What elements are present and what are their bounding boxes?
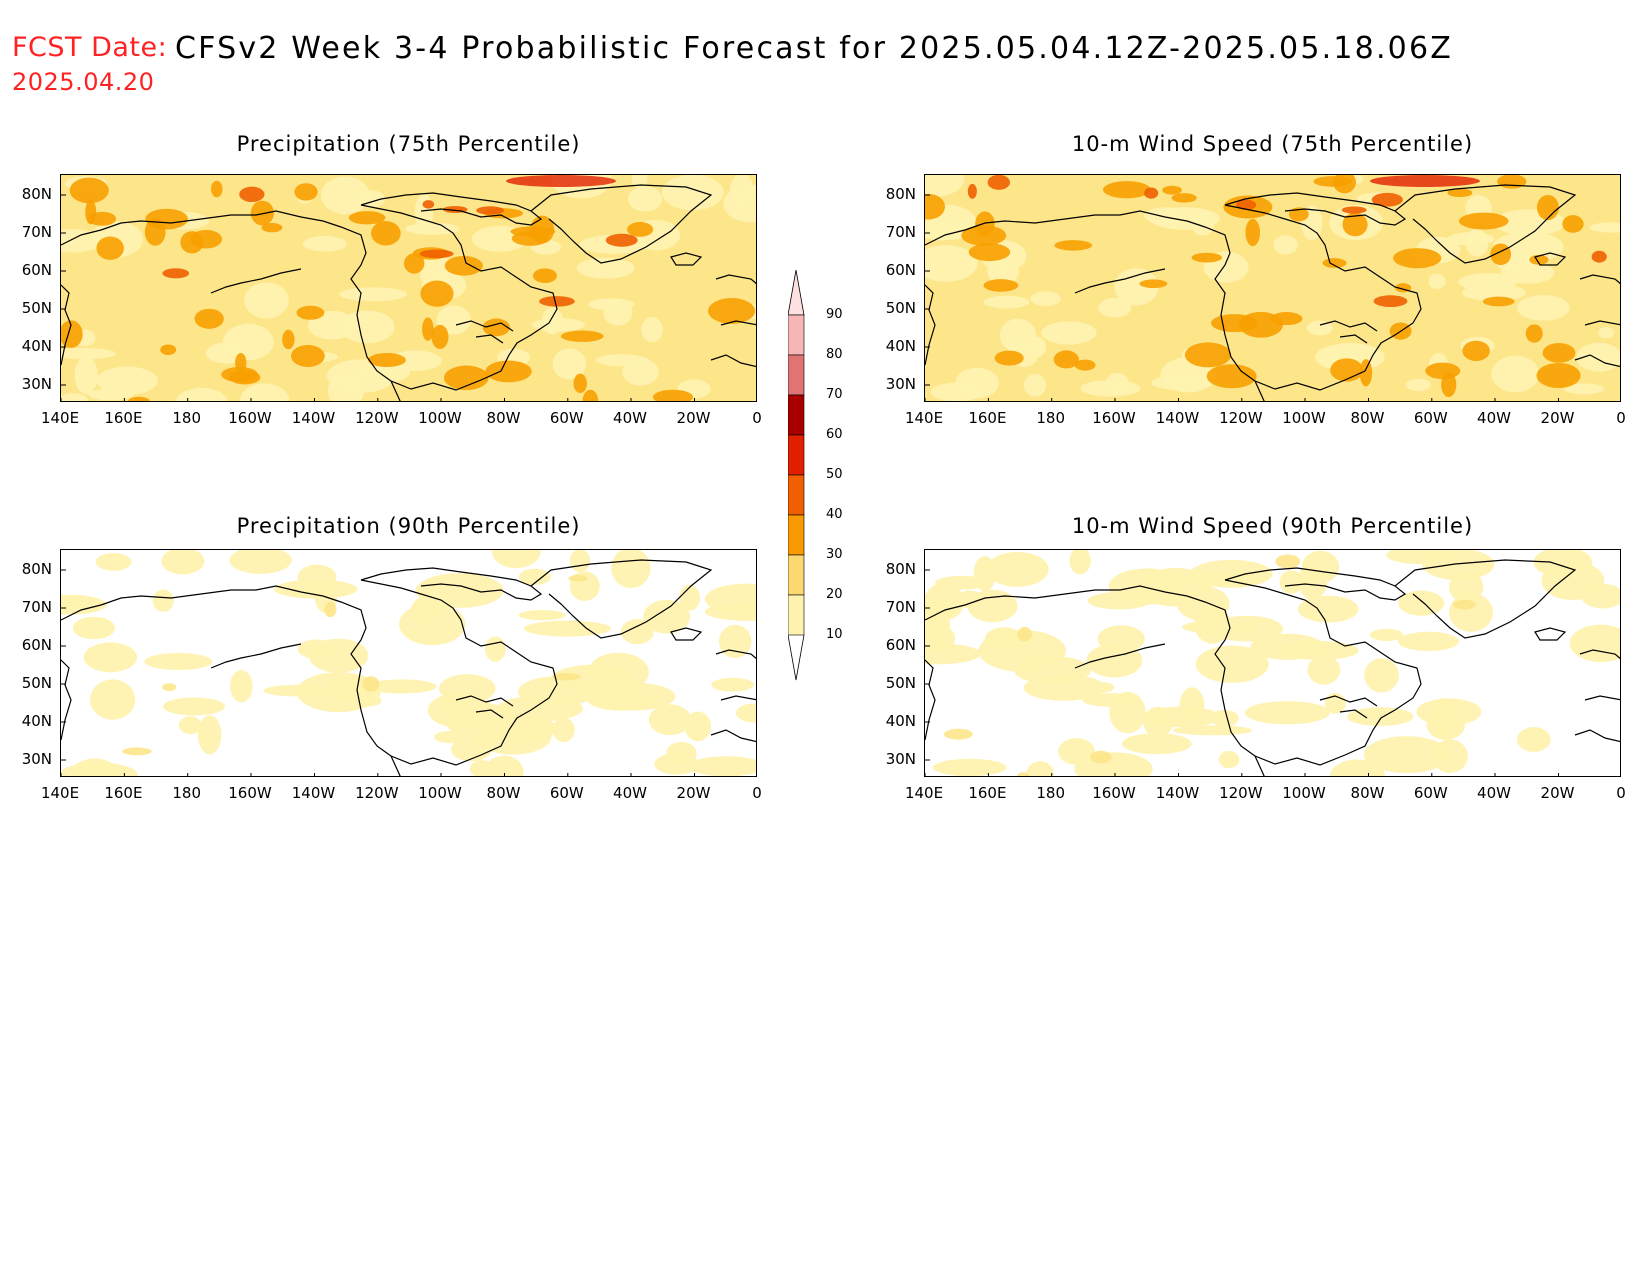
colorbar-level-label: 80 xyxy=(826,348,843,362)
lat-label: 60N xyxy=(876,637,916,653)
lat-label: 30N xyxy=(876,376,916,392)
lon-label: 140E xyxy=(30,785,90,801)
lon-label: 140W xyxy=(1148,410,1208,426)
lon-label: 160W xyxy=(220,410,280,426)
lon-label: 160E xyxy=(93,785,153,801)
lon-label: 120W xyxy=(1211,785,1271,801)
lat-label: 40N xyxy=(876,713,916,729)
lon-label: 100W xyxy=(410,410,470,426)
lon-label: 140W xyxy=(1148,785,1208,801)
colorbar-level-label: 90 xyxy=(826,308,843,322)
lat-label: 60N xyxy=(876,262,916,278)
colorbar-level-label: 40 xyxy=(826,508,843,522)
lat-label: 60N xyxy=(12,262,52,278)
lat-label: 80N xyxy=(876,561,916,577)
lat-label: 60N xyxy=(12,637,52,653)
lon-label: 100W xyxy=(1274,410,1334,426)
lat-label: 30N xyxy=(876,751,916,767)
lat-label: 50N xyxy=(876,675,916,691)
colorbar-level-label: 60 xyxy=(826,428,843,442)
lat-label: 40N xyxy=(12,713,52,729)
panel-title-wind90: 10-m Wind Speed (90th Percentile) xyxy=(924,514,1621,538)
lon-label: 120W xyxy=(1211,410,1271,426)
map-wind90 xyxy=(924,549,1621,777)
lat-label: 30N xyxy=(12,751,52,767)
lon-label: 20W xyxy=(1528,785,1588,801)
lon-label: 20W xyxy=(664,410,724,426)
lon-label: 80W xyxy=(474,410,534,426)
lon-label: 60W xyxy=(537,785,597,801)
lon-label: 20W xyxy=(664,785,724,801)
lon-label: 80W xyxy=(1338,785,1398,801)
lon-label: 40W xyxy=(600,785,660,801)
lat-label: 70N xyxy=(12,224,52,240)
lon-label: 140E xyxy=(894,410,954,426)
lon-label: 80W xyxy=(1338,410,1398,426)
panel-title-wind75: 10-m Wind Speed (75th Percentile) xyxy=(924,132,1621,156)
lon-label: 60W xyxy=(537,410,597,426)
map-wind75 xyxy=(924,174,1621,402)
lon-label: 160W xyxy=(1084,410,1144,426)
lat-label: 70N xyxy=(876,224,916,240)
lat-label: 70N xyxy=(12,599,52,615)
lon-label: 100W xyxy=(1274,785,1334,801)
lon-label: 180 xyxy=(157,785,217,801)
lon-label: 180 xyxy=(157,410,217,426)
fcst-date-label: FCST Date: xyxy=(12,32,167,64)
lon-label: 0 xyxy=(1591,785,1650,801)
lat-label: 30N xyxy=(12,376,52,392)
lon-label: 20W xyxy=(1528,410,1588,426)
lon-label: 120W xyxy=(347,410,407,426)
colorbar-level-label: 70 xyxy=(826,388,843,402)
panel-title-precip75: Precipitation (75th Percentile) xyxy=(60,132,757,156)
lon-label: 160E xyxy=(957,785,1017,801)
lon-label: 140E xyxy=(894,785,954,801)
colorbar-level-label: 10 xyxy=(826,628,843,642)
map-precip90 xyxy=(60,549,757,777)
lat-label: 50N xyxy=(876,300,916,316)
lon-label: 180 xyxy=(1021,410,1081,426)
lat-label: 40N xyxy=(12,338,52,354)
lon-label: 180 xyxy=(1021,785,1081,801)
panel-title-precip90: Precipitation (90th Percentile) xyxy=(60,514,757,538)
lon-label: 120W xyxy=(347,785,407,801)
lon-label: 0 xyxy=(1591,410,1650,426)
colorbar-level-label: 30 xyxy=(826,548,843,562)
lat-label: 40N xyxy=(876,338,916,354)
lon-label: 160E xyxy=(957,410,1017,426)
lat-label: 50N xyxy=(12,300,52,316)
lon-label: 60W xyxy=(1401,410,1461,426)
lat-label: 50N xyxy=(12,675,52,691)
lon-label: 60W xyxy=(1401,785,1461,801)
lon-label: 40W xyxy=(1464,785,1524,801)
lon-label: 140W xyxy=(284,410,344,426)
lat-label: 80N xyxy=(12,561,52,577)
lon-label: 140E xyxy=(30,410,90,426)
lat-label: 80N xyxy=(876,186,916,202)
lon-label: 160E xyxy=(93,410,153,426)
lon-label: 140W xyxy=(284,785,344,801)
colorbar-level-label: 50 xyxy=(826,468,843,482)
lon-label: 160W xyxy=(220,785,280,801)
page-title: CFSv2 Week 3-4 Probabilistic Forecast fo… xyxy=(175,32,1453,66)
fcst-date-value: 2025.04.20 xyxy=(12,68,154,96)
lon-label: 40W xyxy=(1464,410,1524,426)
lon-label: 0 xyxy=(727,785,787,801)
lat-label: 70N xyxy=(876,599,916,615)
lon-label: 80W xyxy=(474,785,534,801)
map-precip75 xyxy=(60,174,757,402)
lon-label: 100W xyxy=(410,785,470,801)
lon-label: 160W xyxy=(1084,785,1144,801)
lat-label: 80N xyxy=(12,186,52,202)
colorbar-level-label: 20 xyxy=(826,588,843,602)
lon-label: 0 xyxy=(727,410,787,426)
lon-label: 40W xyxy=(600,410,660,426)
